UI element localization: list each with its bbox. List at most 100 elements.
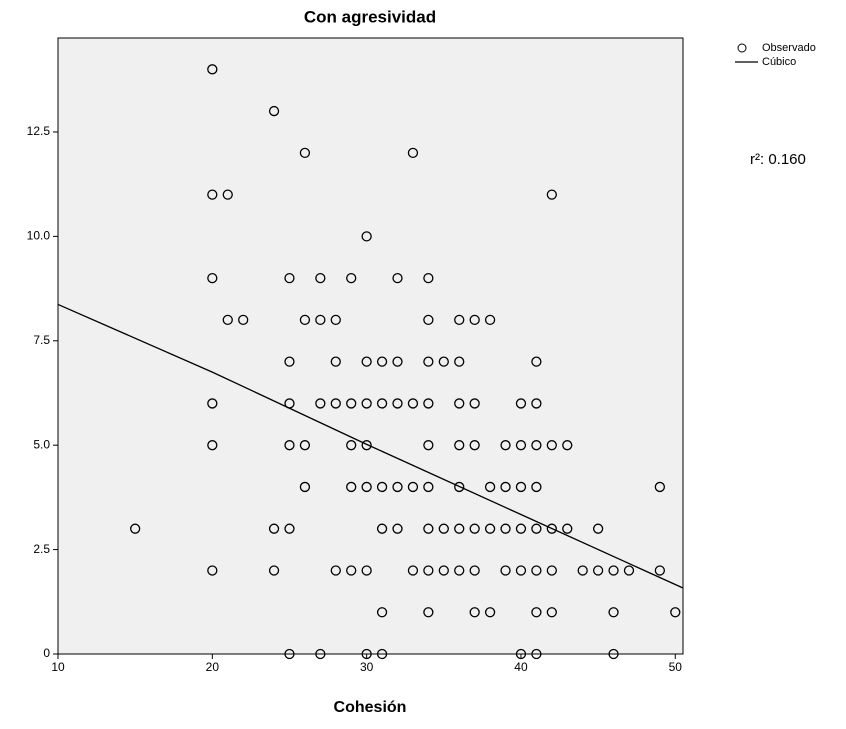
data-point	[515, 565, 527, 576]
data-point	[438, 356, 449, 367]
data-point	[484, 314, 496, 326]
data-point	[346, 565, 357, 576]
data-point	[546, 440, 557, 451]
data-point	[423, 398, 434, 409]
data-point	[407, 147, 419, 158]
data-point	[268, 565, 280, 576]
data-point	[284, 440, 295, 451]
data-point	[531, 607, 542, 618]
data-point	[361, 648, 372, 660]
data-point	[268, 105, 280, 117]
data-point	[546, 565, 557, 576]
data-point	[515, 440, 527, 451]
data-point	[670, 607, 681, 618]
annotation: r²: 0.160	[750, 151, 806, 168]
data-point	[515, 523, 527, 534]
data-point	[407, 398, 419, 409]
data-point	[423, 523, 434, 534]
data-point	[130, 523, 141, 534]
data-point	[500, 440, 511, 451]
data-point	[423, 440, 434, 451]
data-point	[484, 481, 496, 493]
data-point	[515, 481, 527, 493]
data-point	[608, 565, 619, 576]
data-point	[654, 481, 666, 493]
data-point	[315, 398, 326, 409]
data-point	[376, 607, 388, 618]
data-point	[361, 565, 372, 576]
data-point	[284, 523, 295, 534]
data-point	[207, 565, 218, 576]
data-point	[284, 272, 295, 284]
data-point	[469, 314, 480, 326]
data-point	[562, 523, 573, 534]
data-point	[531, 356, 542, 367]
x-tick-label: 30	[360, 660, 374, 674]
y-tick-label: 0	[43, 646, 50, 660]
legend-label: Cúbico	[762, 56, 796, 68]
data-point	[284, 356, 295, 367]
data-point	[423, 565, 434, 576]
data-point	[330, 356, 341, 367]
data-point	[469, 565, 480, 576]
data-point	[330, 398, 341, 409]
data-point	[546, 523, 557, 534]
data-point	[546, 189, 557, 200]
data-point	[500, 565, 511, 576]
data-point	[238, 314, 249, 326]
data-point	[484, 607, 496, 618]
data-point	[299, 440, 311, 451]
data-point	[392, 356, 403, 367]
data-point	[531, 523, 542, 534]
data-point	[376, 648, 388, 660]
data-point	[608, 648, 619, 660]
data-point	[207, 398, 218, 409]
data-point	[562, 440, 573, 451]
data-point	[222, 189, 233, 200]
x-tick-label: 40	[514, 660, 528, 674]
data-point	[423, 607, 434, 618]
data-point	[546, 607, 557, 618]
data-point	[392, 481, 403, 493]
data-point	[346, 481, 357, 493]
data-point	[500, 523, 511, 534]
data-point	[376, 523, 388, 534]
data-point	[315, 272, 326, 284]
data-point	[515, 398, 527, 409]
data-point	[438, 523, 449, 534]
chart-title: Con agresividad	[304, 7, 436, 26]
data-point	[438, 565, 449, 576]
data-point	[454, 523, 465, 534]
data-point	[407, 481, 419, 493]
legend-symbol	[737, 43, 747, 53]
data-point	[454, 440, 465, 451]
data-point	[315, 648, 326, 660]
data-point	[299, 481, 311, 493]
data-point	[299, 314, 311, 326]
data-point	[515, 648, 527, 660]
data-point	[469, 398, 480, 409]
y-tick-label: 10.0	[27, 229, 51, 243]
x-tick-label: 20	[206, 660, 220, 674]
data-point	[376, 398, 388, 409]
data-point	[284, 648, 295, 660]
data-point	[531, 481, 542, 493]
data-point	[531, 648, 542, 660]
data-point	[531, 398, 542, 409]
data-point	[330, 565, 341, 576]
data-point	[330, 314, 341, 326]
data-point	[392, 398, 403, 409]
data-point	[423, 314, 434, 326]
data-point	[423, 481, 434, 493]
data-point	[592, 523, 604, 534]
x-axis-label: Cohesión	[334, 699, 407, 716]
data-point	[207, 272, 218, 284]
data-point	[207, 440, 218, 451]
data-point	[608, 607, 619, 618]
y-tick-label: 7.5	[33, 333, 50, 347]
data-point	[361, 440, 372, 451]
data-point	[346, 272, 357, 284]
data-point	[268, 523, 280, 534]
